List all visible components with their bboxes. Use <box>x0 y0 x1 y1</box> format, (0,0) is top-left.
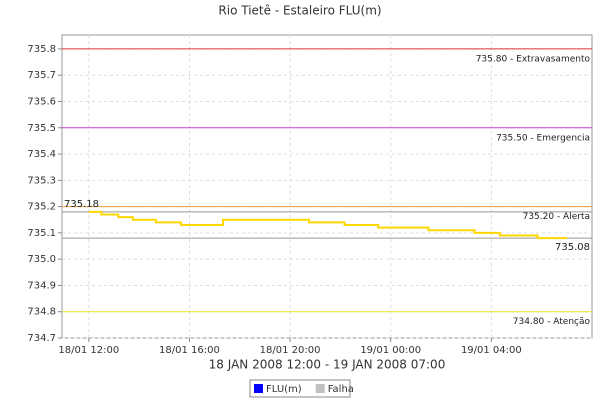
y-tick-label: 735.1 <box>27 228 56 239</box>
threshold-label: 734.80 - Atenção <box>513 317 591 327</box>
marker-label: 735.18 <box>64 199 99 210</box>
x-tick-label: 18/01 16:00 <box>159 345 220 356</box>
legend-label: Falha <box>328 384 354 395</box>
y-tick-label: 734.8 <box>27 307 56 318</box>
y-tick-label: 735.4 <box>27 149 56 160</box>
threshold-label: 735.80 - Extravasamento <box>476 54 591 64</box>
legend-label: FLU(m) <box>266 384 302 395</box>
chart-title: Rio Tietê - Estaleiro FLU(m) <box>218 4 381 18</box>
y-tick-label: 735.5 <box>27 123 56 134</box>
x-tick-label: 19/01 00:00 <box>360 345 421 356</box>
y-tick-label: 735.7 <box>27 70 56 81</box>
legend-swatch <box>315 384 325 393</box>
x-tick-label: 18/01 12:00 <box>58 345 119 356</box>
x-axis-label: 18 JAN 2008 12:00 - 19 JAN 2008 07:00 <box>209 358 446 372</box>
x-tick-label: 19/01 04:00 <box>461 345 522 356</box>
y-tick-label: 735.8 <box>27 44 56 55</box>
data-line <box>88 210 567 240</box>
plot-area <box>61 34 593 339</box>
x-tick-label: 18/01 20:00 <box>260 345 321 356</box>
y-tick-label: 734.7 <box>27 333 56 344</box>
legend-swatch <box>254 384 263 393</box>
y-tick-label: 735.6 <box>27 96 56 107</box>
y-tick-label: 735.3 <box>27 175 56 186</box>
threshold-label: 735.20 - Alerta <box>523 212 590 222</box>
y-tick-label: 735.2 <box>27 202 56 213</box>
threshold-label: 735.50 - Emergencia <box>496 133 590 143</box>
legend-box <box>249 379 351 398</box>
marker-label: 735.08 <box>555 242 590 253</box>
y-tick-label: 734.9 <box>27 280 56 291</box>
y-tick-label: 735.0 <box>27 254 56 265</box>
